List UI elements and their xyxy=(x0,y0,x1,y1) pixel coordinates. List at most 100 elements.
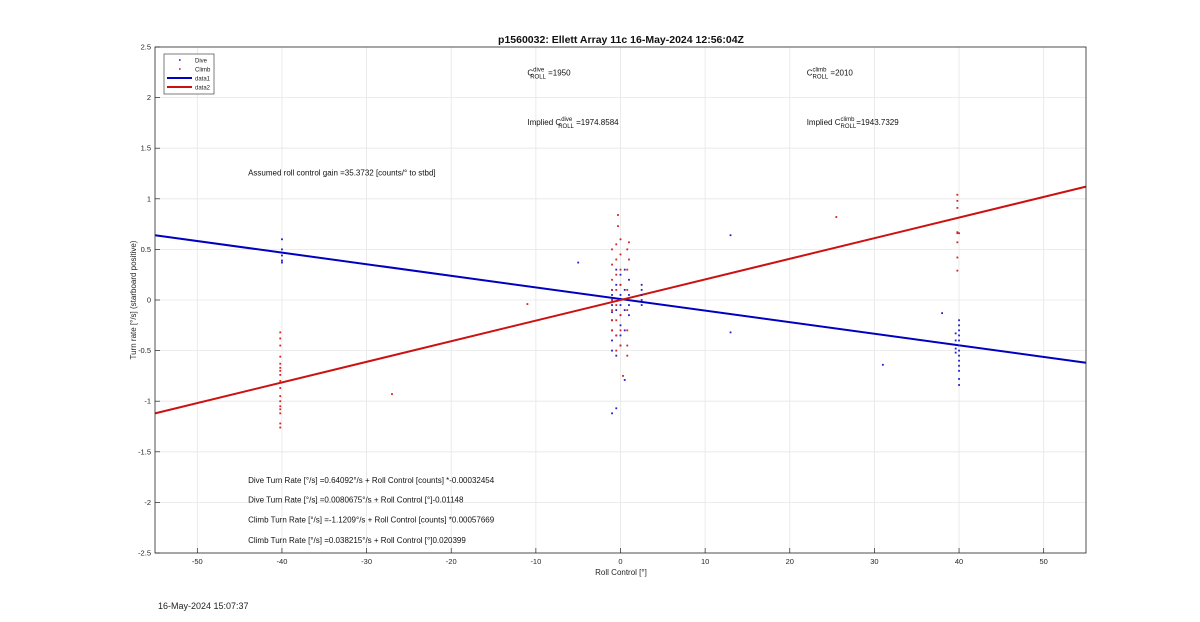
data-point-climb xyxy=(279,395,282,398)
chart-title: p1560032: Ellett Array 11c 16-May-2024 1… xyxy=(498,34,745,46)
data-point-climb xyxy=(615,288,618,291)
data-point-dive xyxy=(628,304,630,306)
data-point-climb xyxy=(835,216,838,218)
data-point-dive xyxy=(958,349,960,352)
data-point-climb xyxy=(279,344,282,347)
data-point-climb xyxy=(615,273,618,276)
data-point-climb xyxy=(279,369,282,372)
data-point-climb xyxy=(626,329,629,332)
y-tick-label: 2.5 xyxy=(141,43,151,52)
data-point-climb xyxy=(615,304,618,306)
x-tick-label: 40 xyxy=(955,557,963,566)
data-point-climb xyxy=(619,268,622,271)
data-point-climb xyxy=(628,258,630,261)
data-point-dive xyxy=(729,331,732,334)
data-point-dive xyxy=(611,311,613,314)
annotation-gain: Assumed roll control gain =35.3732 [coun… xyxy=(248,169,436,178)
data-point-climb xyxy=(626,354,629,357)
data-points xyxy=(279,193,960,429)
data-point-dive xyxy=(623,379,626,381)
x-tick-label: 50 xyxy=(1040,557,1048,566)
data-point-climb xyxy=(956,231,959,234)
data-point-climb xyxy=(956,269,959,272)
data-point-dive xyxy=(640,283,643,286)
data-point-climb xyxy=(279,408,282,411)
data-point-dive xyxy=(958,324,960,327)
data-point-climb xyxy=(956,193,959,196)
legend-marker-dive xyxy=(179,59,181,61)
data-point-climb xyxy=(619,299,622,301)
data-point-climb xyxy=(956,232,959,235)
y-tick-label: 0.5 xyxy=(141,245,151,254)
data-point-climb xyxy=(279,355,282,358)
axis-ticks: -50 -40 -30 -20 -10 0 10 20 30 40 50-2.5-2-1.5-1-0… xyxy=(138,43,1048,567)
data-point-dive xyxy=(958,334,960,337)
data-point-dive xyxy=(628,278,630,281)
data-point-climb xyxy=(279,331,282,334)
data-point-dive xyxy=(615,407,618,410)
y-tick-label: 0 xyxy=(147,296,151,305)
data-point-dive xyxy=(640,294,643,296)
annotation-c-dive: Cdive ROLL =1950 xyxy=(527,67,571,80)
data-point-climb xyxy=(279,380,282,382)
legend-marker-climb xyxy=(179,68,181,70)
data-point-climb xyxy=(626,344,629,347)
legend-entry-data2: data2 xyxy=(195,86,211,92)
data-point-climb xyxy=(279,412,282,415)
y-tick-label: -2.5 xyxy=(138,549,151,558)
x-tick-label: 20 xyxy=(786,557,794,566)
data-point-climb xyxy=(611,263,613,266)
data-point-climb xyxy=(279,362,282,365)
data-point-climb xyxy=(279,426,282,429)
data-point-climb xyxy=(619,344,622,347)
data-point-dive xyxy=(958,359,960,362)
data-point-climb xyxy=(619,238,622,241)
data-point-dive xyxy=(619,304,622,306)
data-point-dive xyxy=(623,268,626,271)
y-axis-label: Turn rate [°/s] (starboard positive) xyxy=(129,240,138,359)
annotation-fit4: Climb Turn Rate [°/s] =0.038215°/s + Rol… xyxy=(248,536,466,545)
data-point-dive xyxy=(577,261,580,264)
data-point-climb xyxy=(956,207,959,209)
x-tick-label: 0 xyxy=(618,557,622,566)
annotation-c-climb: Cclimb ROLL =2010 xyxy=(807,67,854,80)
legend-entry-data1: data1 xyxy=(195,77,211,83)
data-point-dive xyxy=(281,254,283,257)
data-point-climb xyxy=(626,309,629,312)
data-point-climb xyxy=(626,268,629,271)
data-point-climb xyxy=(956,241,959,244)
data-point-climb xyxy=(279,337,282,340)
data-point-dive xyxy=(954,351,957,354)
x-axis-label: Roll Control [°] xyxy=(595,568,647,577)
x-tick-label: -50 xyxy=(192,557,203,566)
annotation-implied-dive: Implied Cdive ROLL =1974.8584 xyxy=(527,117,619,130)
data-point-dive xyxy=(281,259,283,262)
data-point-climb xyxy=(526,303,529,305)
data-point-dive xyxy=(954,339,957,342)
data-point-dive xyxy=(623,309,626,312)
data-point-climb xyxy=(619,329,622,332)
data-point-dive xyxy=(628,294,630,296)
data-point-dive xyxy=(619,324,622,327)
data-point-climb xyxy=(611,299,613,301)
data-point-climb xyxy=(626,288,629,291)
data-point-dive xyxy=(611,349,613,352)
x-tick-label: -10 xyxy=(530,557,541,566)
y-tick-label: -1 xyxy=(144,397,151,406)
data-point-dive xyxy=(628,314,630,317)
data-point-dive xyxy=(640,299,643,301)
data-point-climb xyxy=(619,314,622,317)
data-point-dive xyxy=(881,363,884,366)
data-point-dive xyxy=(615,309,618,312)
legend-entry-climb: Climb xyxy=(195,68,211,74)
data-point-dive xyxy=(958,344,960,347)
data-point-dive xyxy=(729,234,732,237)
y-tick-label: 1.5 xyxy=(141,144,151,153)
data-point-dive xyxy=(611,304,613,306)
x-tick-label: -30 xyxy=(361,557,372,566)
y-tick-label: -2 xyxy=(144,498,151,507)
data-point-dive xyxy=(619,294,622,296)
data-point-dive xyxy=(623,288,626,291)
data-point-climb xyxy=(619,283,622,286)
